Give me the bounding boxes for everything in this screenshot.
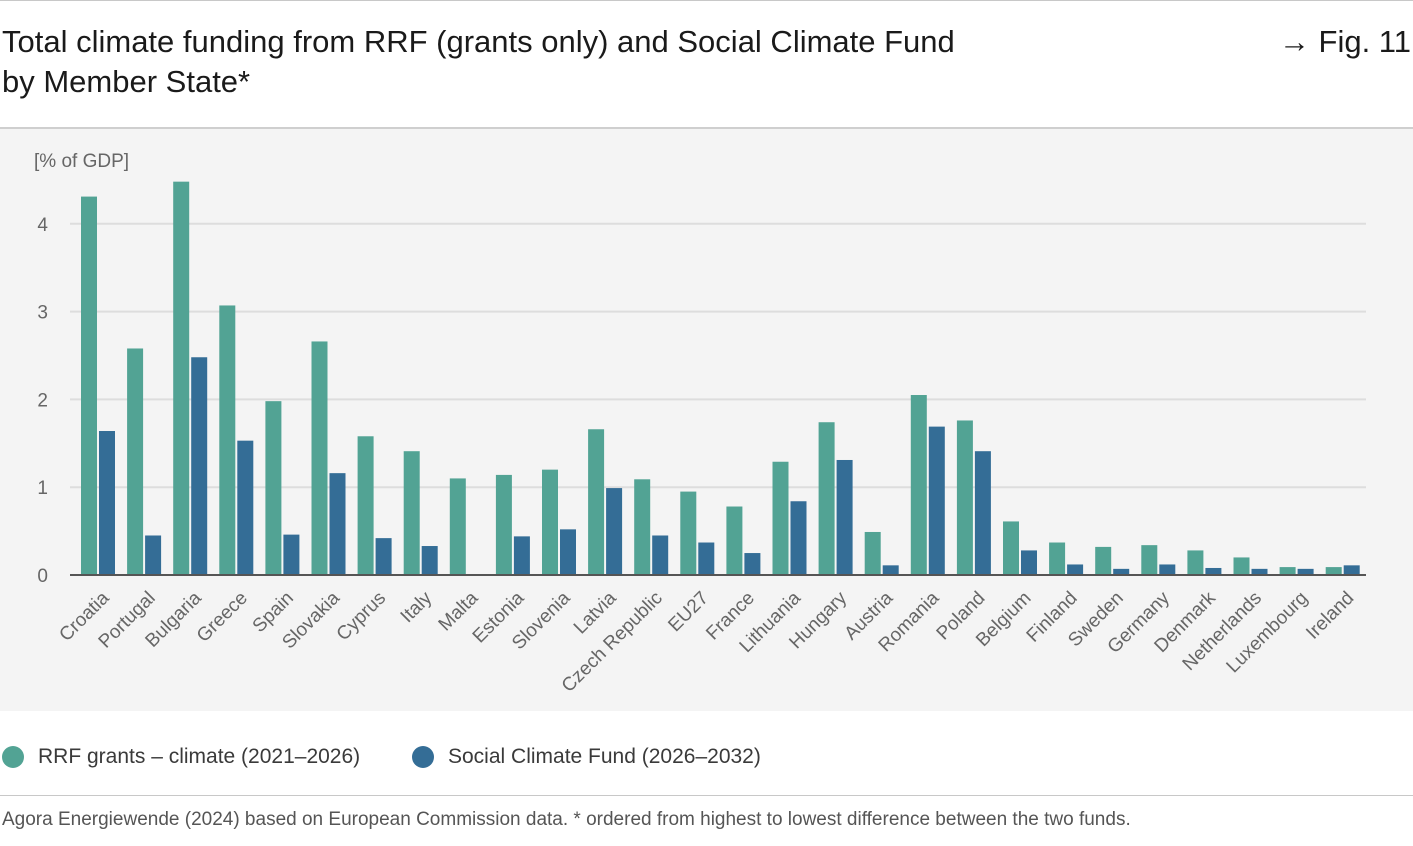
legend-label-scf: Social Climate Fund (2026–2032) (448, 745, 761, 768)
bar-scf-eu27 (698, 542, 715, 575)
bar-scf-austria (882, 565, 899, 575)
bar-rrf-bulgaria (173, 181, 190, 575)
bar-scf-slovakia (329, 473, 346, 575)
legend-swatch-scf (412, 746, 434, 768)
x-tick-label: Italy (397, 587, 437, 627)
legend: RRF grants – climate (2021–2026) Social … (0, 737, 1413, 777)
chart-header: Total climate funding from RRF (grants o… (0, 22, 1413, 108)
legend-item-scf: Social Climate Fund (2026–2032) (412, 737, 761, 777)
bar-scf-croatia (99, 431, 115, 575)
x-tick-label: Cyprus (333, 588, 390, 645)
bar-rrf-eu27 (680, 491, 697, 575)
bar-rrf-finland (1049, 542, 1066, 575)
legend-item-rrf: RRF grants – climate (2021–2026) (2, 737, 360, 777)
bar-scf-ireland (1343, 565, 1360, 575)
bar-scf-finland (1067, 564, 1084, 575)
x-tick-label: Ireland (1302, 588, 1358, 644)
bar-rrf-france (726, 506, 743, 575)
bar-rrf-ireland (1325, 567, 1342, 575)
top-rule (0, 0, 1413, 1)
bars (81, 181, 1360, 575)
bar-scf-lithuania (790, 501, 807, 575)
bar-scf-bulgaria (191, 357, 208, 575)
legend-swatch-rrf (2, 746, 24, 768)
bar-rrf-czech-republic (634, 479, 651, 575)
bar-rrf-latvia (588, 429, 605, 575)
y-tick-label: 4 (37, 215, 48, 236)
bar-scf-latvia (606, 488, 623, 575)
chart-title: Total climate funding from RRF (grants o… (2, 22, 1122, 102)
y-tick-labels: 0 1 2 3 4 (37, 215, 48, 587)
bar-rrf-slovenia (542, 469, 558, 575)
bar-scf-denmark (1205, 567, 1222, 575)
y-tick-label: 0 (37, 566, 48, 587)
bar-rrf-slovakia (311, 341, 328, 575)
bar-rrf-belgium (1003, 521, 1019, 575)
title-line-2: by Member State* (2, 64, 251, 99)
bar-rrf-malta (449, 478, 466, 575)
bar-rrf-greece (219, 305, 236, 575)
bar-rrf-hungary (818, 422, 835, 575)
bar-scf-cyprus (375, 538, 392, 575)
y-tick-label: 1 (37, 478, 48, 499)
bar-scf-estonia (513, 536, 530, 575)
bar-scf-italy (421, 546, 438, 575)
x-tick-labels: CroatiaPortugalBulgariaGreeceSpainSlovak… (55, 587, 1358, 696)
bar-rrf-luxembourg (1279, 567, 1296, 575)
bar-scf-portugal (145, 535, 162, 575)
plot-area: 0 1 2 3 4 Croatia Portugal Bulgaria Greece Spain… (0, 129, 1413, 711)
bar-rrf-poland (956, 420, 973, 575)
bar-rrf-italy (403, 451, 420, 575)
header-rule (0, 127, 1413, 129)
bar-rrf-croatia (81, 196, 97, 575)
legend-label-rrf: RRF grants – climate (2021–2026) (38, 745, 361, 768)
bar-scf-sweden (1113, 568, 1130, 575)
footer-rule (0, 795, 1413, 796)
y-tick-label: 2 (37, 390, 48, 411)
bar-rrf-lithuania (772, 461, 789, 575)
bar-rrf-romania (910, 395, 927, 575)
bar-scf-czech-republic (652, 535, 669, 575)
bar-scf-germany (1159, 564, 1176, 575)
bar-scf-slovenia (560, 529, 576, 575)
bar-rrf-estonia (495, 474, 512, 575)
bar-rrf-spain (265, 401, 282, 575)
y-tick-label: 3 (37, 303, 48, 324)
y-axis-label: [% of GDP] (34, 151, 129, 172)
bar-scf-spain (283, 534, 300, 575)
bar-rrf-netherlands (1233, 557, 1250, 575)
bar-rrf-germany (1141, 545, 1158, 575)
bar-rrf-austria (864, 531, 881, 575)
bar-rrf-portugal (127, 348, 144, 575)
figure-reference: → Fig. 11 (1278, 24, 1411, 59)
bar-rrf-denmark (1187, 550, 1204, 575)
bar-scf-greece (237, 440, 254, 575)
bar-chart: 0 1 2 3 4 CroatiaPortugalBulgariaGreeceSpain… (34, 151, 1366, 697)
title-line-1: Total climate funding from RRF (grants o… (2, 24, 955, 59)
x-tick-label: Greece (193, 588, 252, 647)
source-note: Agora Energiewende (2024) based on Europ… (2, 809, 1131, 830)
bar-scf-france (744, 553, 761, 575)
bar-scf-belgium (1021, 550, 1037, 575)
bar-scf-luxembourg (1297, 568, 1314, 575)
bar-rrf-sweden (1095, 546, 1112, 575)
bar-scf-romania (928, 426, 945, 575)
bar-scf-poland (974, 451, 991, 575)
gridlines (70, 222, 1366, 489)
bar-rrf-cyprus (357, 436, 374, 575)
bar-scf-hungary (836, 459, 853, 575)
bar-scf-netherlands (1251, 568, 1268, 575)
